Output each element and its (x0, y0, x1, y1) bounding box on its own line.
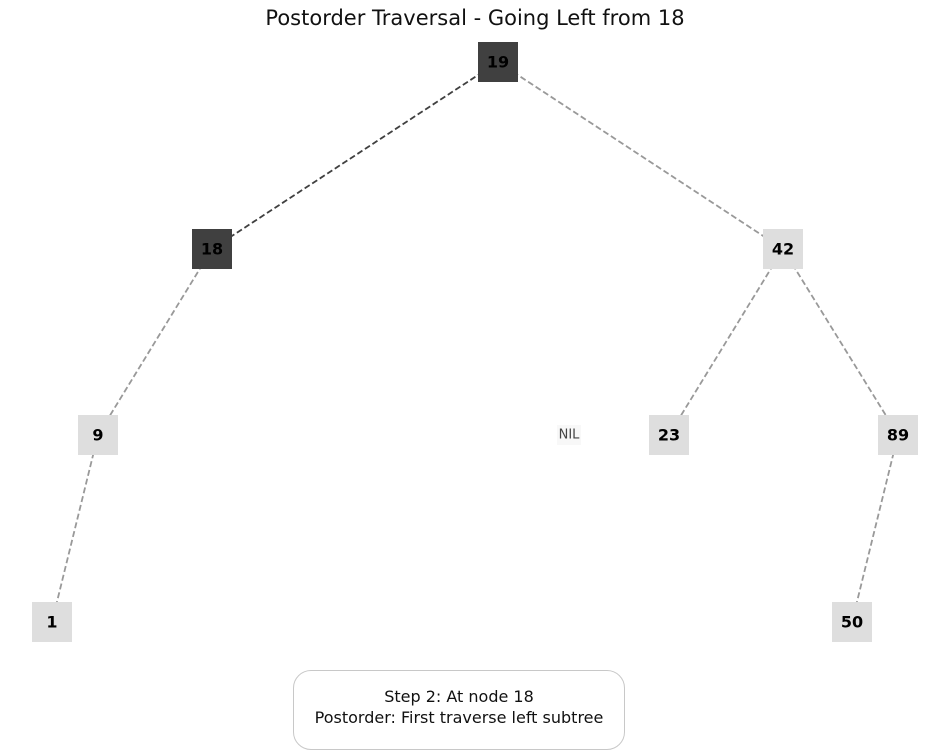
node-box (878, 415, 918, 455)
caption-step-line: Step 2: At node 18 (384, 687, 534, 706)
tree-node-19: 19 (478, 42, 518, 82)
nil-node: NIL (557, 425, 581, 445)
nodes-layer: 19 18 42 9 NIL 23 89 1 50 (32, 42, 918, 642)
node-box (32, 602, 72, 642)
node-label: 89 (887, 426, 909, 445)
node-label: 50 (841, 613, 863, 632)
node-label: NIL (559, 428, 581, 443)
diagram-title: Postorder Traversal - Going Left from 18 (265, 6, 685, 30)
edge-n18-n9 (97, 248, 213, 436)
edge-n42-n89 (782, 248, 899, 436)
node-box (192, 229, 232, 269)
node-box (763, 229, 803, 269)
edge-n19-n42 (497, 61, 784, 250)
edge-n89-n50 (851, 434, 899, 623)
edge-n19-n18 (211, 61, 499, 250)
edge-n42-n23 (668, 248, 784, 436)
edge-n9-n1 (51, 434, 99, 623)
node-label: 1 (46, 613, 57, 632)
caption-description-line: Postorder: First traverse left subtree (314, 708, 604, 727)
node-label: 19 (487, 53, 509, 72)
edges-layer (51, 61, 899, 623)
tree-node-9: 9 (78, 415, 118, 455)
node-label: 23 (658, 426, 680, 445)
tree-node-50: 50 (832, 602, 872, 642)
node-box (478, 42, 518, 82)
tree-node-1: 1 (32, 602, 72, 642)
nil-node-box (557, 425, 581, 445)
tree-node-42: 42 (763, 229, 803, 269)
step-caption-box: Step 2: At node 18 Postorder: First trav… (293, 670, 625, 750)
node-box (649, 415, 689, 455)
tree-node-23: 23 (649, 415, 689, 455)
node-label: 42 (772, 240, 794, 259)
tree-node-89: 89 (878, 415, 918, 455)
tree-node-18: 18 (192, 229, 232, 269)
node-box (78, 415, 118, 455)
node-box (832, 602, 872, 642)
node-label: 9 (92, 426, 103, 445)
node-label: 18 (201, 240, 223, 259)
